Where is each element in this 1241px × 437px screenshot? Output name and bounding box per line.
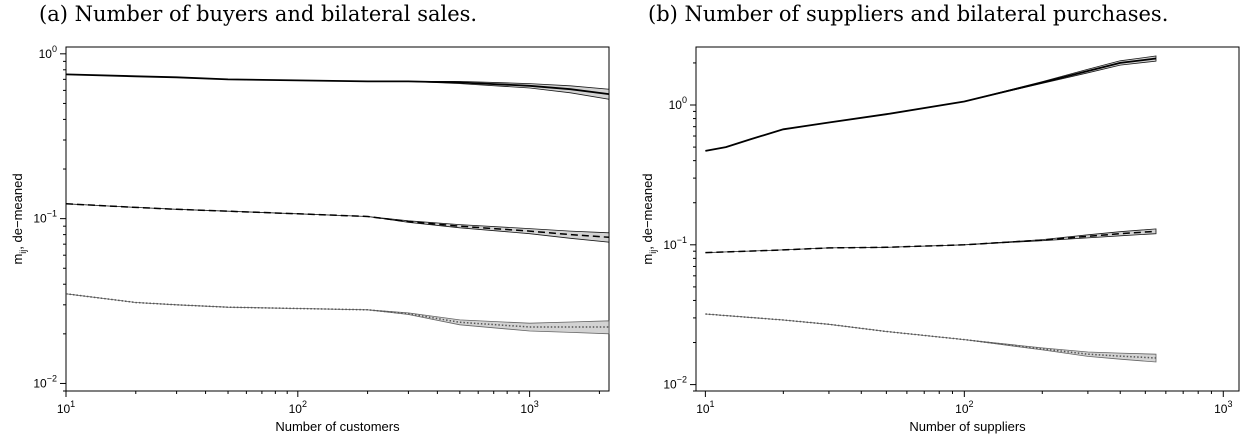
y-axis-label-b: mij, de−meaned [640, 173, 658, 264]
plot-frame-b [695, 46, 1240, 392]
ci-band-b-1 [705, 228, 1157, 253]
y-tick-label-a-2: 100 [39, 44, 57, 61]
ci-band-a-0 [65, 74, 610, 100]
x-tick-label-a-0: 101 [57, 399, 75, 416]
series-line-a-dashed [65, 203, 610, 239]
x-tick-label-b-0: 101 [696, 399, 714, 416]
plot-frame-a [65, 46, 610, 392]
x-tick-label-a-1: 102 [289, 399, 307, 416]
y-tick-label-b-0: 10−2 [663, 375, 687, 392]
series-line-b-dotted [705, 313, 1157, 359]
y-tick-label-a-1: 10−1 [33, 209, 57, 226]
ci-band-a-2 [65, 293, 610, 335]
y-axis-label-a: mij, de−meaned [10, 173, 28, 264]
panel-b: 101 102 103 10−2 10−1 100 Number of suppliers m… [640, 46, 1240, 434]
series-line-b-dashed [705, 230, 1157, 254]
panel-a-title: (a) Number of buyers and bilateral sales… [39, 2, 478, 26]
series-line-b-solid [705, 57, 1157, 152]
x-axis-label-a: Number of customers [275, 419, 400, 434]
x-tick-label-b-1: 102 [955, 399, 973, 416]
x-tick-label-b-2: 103 [1214, 399, 1232, 416]
panel-b-title: (b) Number of suppliers and bilateral pu… [648, 2, 1169, 26]
series-line-a-solid [65, 73, 610, 95]
y-tick-label-b-1: 10−1 [663, 235, 687, 252]
x-tick-label-a-2: 103 [520, 399, 538, 416]
x-axis-label-b: Number of suppliers [909, 419, 1026, 434]
y-tick-label-a-0: 10−2 [33, 373, 57, 390]
y-tick-label-b-2: 100 [669, 95, 687, 112]
panel-a: 101 102 103 10−2 10−1 100 Number of customers m… [10, 44, 610, 434]
ci-band-a-1 [65, 203, 610, 243]
series-line-a-dotted [65, 293, 609, 328]
